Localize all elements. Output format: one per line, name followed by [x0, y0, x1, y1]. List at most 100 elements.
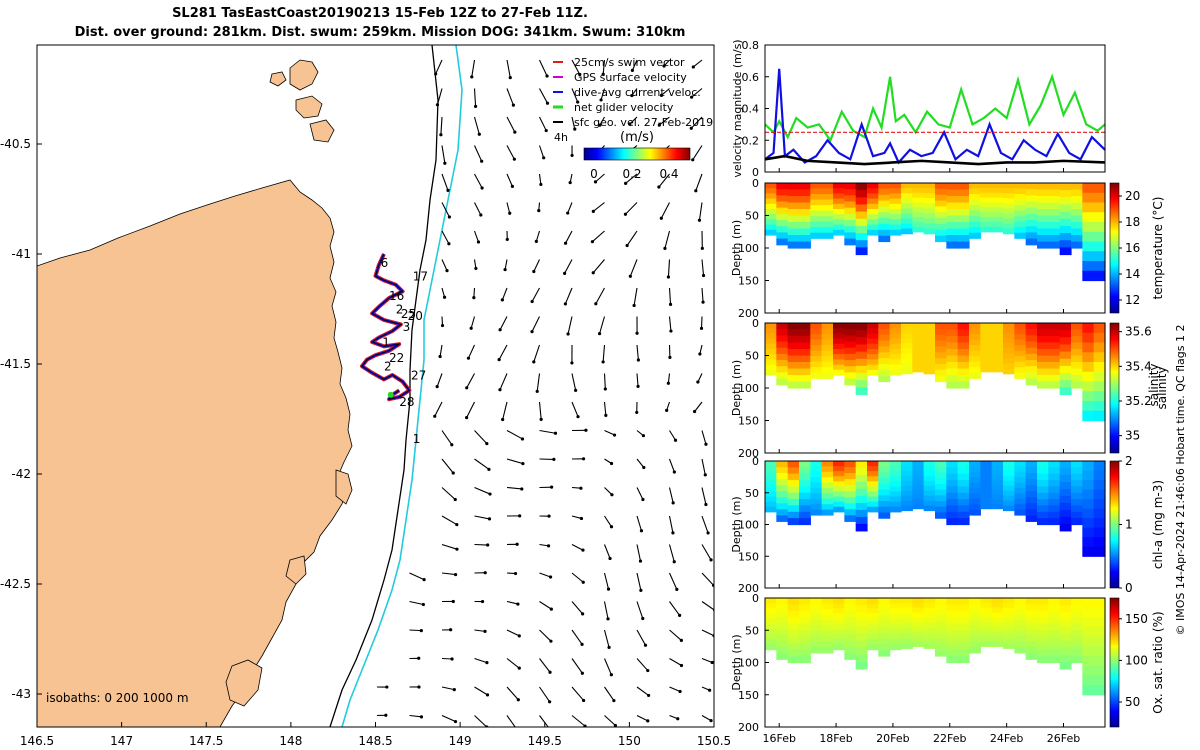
section-cell — [765, 183, 777, 189]
geo-arrow-head — [520, 487, 524, 491]
geo-arrow-head — [474, 266, 478, 271]
section-cell — [799, 349, 811, 357]
geo-arrow — [506, 116, 516, 133]
section-cell — [855, 183, 868, 191]
time-tick-label: 24Feb — [990, 732, 1023, 745]
section-cell — [799, 215, 811, 223]
section-cell — [1082, 499, 1095, 510]
section-cell — [867, 623, 879, 630]
section-cell — [1037, 518, 1049, 526]
section-cell — [1003, 461, 1015, 467]
section-cell — [878, 235, 891, 243]
section-cell — [1025, 366, 1038, 373]
section-cell — [787, 643, 800, 651]
section-cell — [935, 489, 947, 496]
section-ytick-label: 200 — [738, 447, 759, 460]
section-cell — [980, 337, 993, 344]
time-tick-label: 20Feb — [876, 732, 909, 745]
section-cell — [1037, 486, 1049, 494]
geo-arrow-head — [704, 502, 708, 507]
geo-arrow — [441, 202, 450, 218]
section-cell — [765, 471, 777, 477]
section-cell — [821, 334, 834, 341]
section-cell — [901, 603, 913, 609]
section-cell — [1025, 341, 1038, 349]
section-cell — [1093, 410, 1106, 422]
section-cell — [1037, 630, 1049, 638]
section-cell — [855, 502, 868, 511]
section-cell — [821, 345, 834, 352]
geo-arrow-head — [641, 497, 645, 502]
section-cell — [1082, 537, 1095, 548]
vel-ytick-label: 0.8 — [742, 39, 760, 52]
section-cell — [1093, 675, 1106, 686]
section-cell — [923, 338, 936, 344]
section-cell — [923, 465, 936, 472]
section-cell — [1093, 470, 1106, 481]
geo-arrow-head — [704, 442, 708, 446]
section-cell — [1025, 467, 1038, 474]
section-cell — [765, 628, 777, 635]
geo-arrow-head — [483, 571, 487, 575]
geo-arrow-head — [580, 642, 584, 646]
section-cell — [923, 208, 936, 215]
section-cell — [765, 496, 777, 503]
geo-arrow — [435, 59, 443, 75]
section-cell — [844, 353, 857, 361]
section-cell — [991, 607, 1004, 614]
section-cell — [867, 224, 879, 231]
section-cell — [1025, 213, 1038, 221]
section-cell — [1071, 362, 1083, 370]
section-cell — [946, 499, 959, 507]
section-cell — [787, 467, 800, 475]
section-cell — [1059, 481, 1072, 490]
geo-arrow-head — [438, 354, 442, 359]
section-cell — [1093, 323, 1106, 334]
section-cell — [923, 228, 936, 235]
geo-arrow — [467, 344, 476, 359]
section-cell — [776, 515, 789, 522]
geo-arrow-head — [548, 700, 552, 704]
geo-arrow-head — [566, 332, 570, 336]
geo-arrow-head — [472, 296, 476, 300]
geo-arrow — [664, 230, 671, 249]
section-cell — [912, 503, 925, 510]
section-cell — [1048, 196, 1061, 204]
geo-arrow — [692, 59, 703, 68]
geo-arrow — [668, 287, 672, 305]
section-cell — [844, 372, 857, 380]
section-cell — [833, 491, 845, 498]
section-cell — [855, 225, 868, 234]
section-cell — [889, 349, 902, 355]
section-cell — [1037, 511, 1049, 519]
section-cell — [1048, 630, 1061, 638]
section-cell — [833, 598, 845, 604]
section-cell — [878, 229, 891, 237]
section-cell — [1048, 375, 1061, 383]
section-cell — [855, 330, 868, 338]
section-cell — [810, 194, 823, 201]
geo-arrow — [571, 401, 579, 417]
section-cell — [923, 603, 936, 609]
section-cell — [787, 480, 800, 487]
geo-arrow — [603, 572, 610, 590]
section-cell — [821, 471, 834, 478]
section-cell — [821, 487, 834, 494]
geo-arrow — [701, 629, 714, 637]
geo-arrow-head — [470, 75, 474, 79]
section-cell — [923, 353, 936, 360]
section-cell — [946, 461, 959, 468]
section-cell — [787, 636, 800, 644]
section-cell — [1003, 348, 1015, 355]
section-cell — [1025, 640, 1038, 648]
section-cell — [776, 491, 789, 498]
section-cell — [833, 486, 845, 493]
geo-arrow-head — [530, 330, 534, 334]
geo-arrow — [441, 515, 458, 526]
section-cell — [844, 232, 857, 240]
section-cell — [912, 484, 925, 491]
section-cell — [1048, 336, 1061, 344]
section-cell — [765, 486, 777, 493]
section-cell — [878, 358, 891, 365]
section-cell — [1048, 329, 1061, 337]
